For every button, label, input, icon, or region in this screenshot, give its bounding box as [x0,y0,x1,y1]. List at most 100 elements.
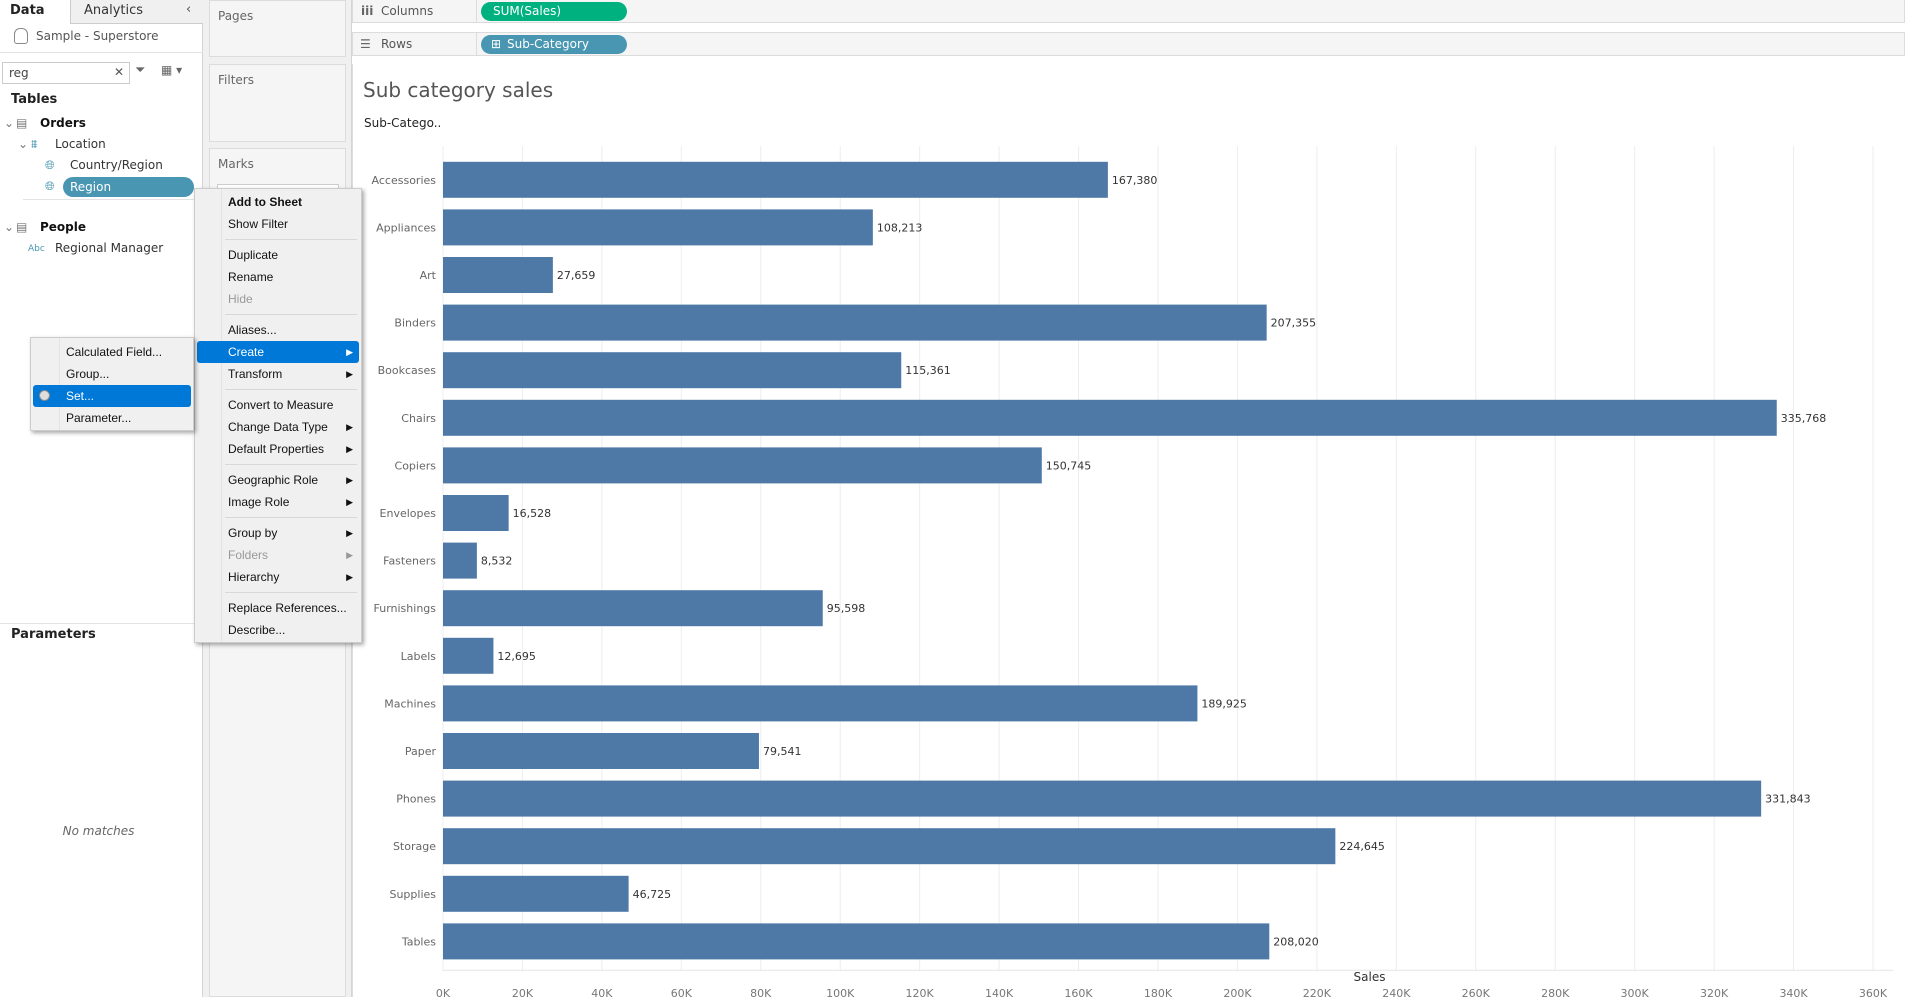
filters-card[interactable]: Filters [209,64,346,142]
columns-shelf[interactable]: iii Columns SUM(Sales) [352,0,1905,23]
x-tick-label: 300K [1621,987,1650,997]
bar[interactable] [443,495,509,531]
bar[interactable] [443,828,1336,865]
menu-item-add-to-sheet[interactable]: Add to Sheet [228,195,302,209]
expand-icon[interactable]: ⊞ [491,37,502,51]
data-label: 108,213 [877,221,923,234]
context-menu: Add to Sheet Show Filter Duplicate Rename Hi… [194,188,362,643]
x-tick-label: 260K [1462,987,1491,997]
chevron-down-icon[interactable]: ⌄ [4,220,15,234]
bar[interactable] [443,209,873,246]
submenu-item-parameter[interactable]: Parameter... [66,411,132,425]
menu-item-show-filter[interactable]: Show Filter [228,217,289,231]
menu-item-default-properties[interactable]: Default Properties ▶ [197,438,359,460]
rows-icon: ☰ [360,37,371,51]
bar[interactable] [443,161,1108,198]
data-label: 224,645 [1339,840,1385,853]
tree-location[interactable]: Location [55,137,106,151]
create-submenu: Calculated Field... Group... Set... Paramet… [30,337,194,431]
tab-data[interactable]: Data [0,0,70,24]
pages-label: Pages [218,9,254,23]
bar[interactable] [443,590,823,627]
collapse-pane-icon[interactable]: ‹ [186,2,192,17]
rows-shelf[interactable]: ☰ Rows ⊞ Sub-Category [352,32,1905,56]
tab-analytics[interactable]: Analytics [70,0,203,24]
x-tick-label: 180K [1144,987,1173,997]
filters-label: Filters [218,73,254,87]
bar[interactable] [443,542,477,579]
sum-sales-pill[interactable]: SUM(Sales) [481,2,627,21]
data-label: 208,020 [1273,935,1319,948]
bar[interactable] [443,685,1198,722]
bar[interactable] [443,399,1777,436]
tree-people[interactable]: People [40,220,87,234]
rows-label: ☰ Rows [353,33,477,55]
bar[interactable] [443,447,1042,484]
datasource-name[interactable]: Sample - Superstore [36,29,159,43]
chevron-down-icon[interactable]: ⌄ [18,137,29,151]
menu-item-geographic-role[interactable]: Geographic Role ▶ [197,469,359,491]
menu-item-image-role[interactable]: Image Role ▶ [197,491,359,513]
bar[interactable] [443,304,1267,341]
menu-item-aliases[interactable]: Aliases... [228,323,277,337]
x-tick-label: 160K [1064,987,1093,997]
data-label: 79,541 [763,745,802,758]
submenu-item-group[interactable]: Group... [66,367,110,381]
x-tick-label: 340K [1779,987,1808,997]
filter-icon[interactable]: ⏷ [135,63,146,78]
no-matches-text: No matches [62,824,135,838]
bar[interactable] [443,352,902,389]
menu-item-hierarchy[interactable]: Hierarchy ▶ [197,566,359,588]
view-options-icon[interactable]: ▦ ▾ [161,63,183,77]
search-value: reg [9,66,29,80]
data-label: 207,355 [1271,317,1317,330]
submenu-item-set[interactable]: Set... [33,385,191,407]
menu-item-change-data-type[interactable]: Change Data Type ▶ [197,416,359,438]
divider [0,52,203,53]
tree-region-selected[interactable]: Region [63,177,194,197]
clear-search-icon[interactable]: ✕ [113,65,124,79]
tree-regional-manager[interactable]: Regional Manager [55,241,164,255]
pages-card[interactable]: Pages [209,0,346,57]
category-label: Tables [401,935,436,948]
category-label: Chairs [401,412,436,425]
x-tick-label: 0K [436,987,451,997]
bar[interactable] [443,257,553,293]
data-label: 8,532 [481,555,513,568]
category-label: Supplies [389,888,436,901]
tree-orders[interactable]: Orders [40,116,86,130]
chevron-down-icon[interactable]: ⌄ [4,116,15,130]
category-label: Bookcases [378,364,437,377]
menu-item-transform[interactable]: Transform ▶ [197,363,359,385]
bar[interactable] [443,780,1762,817]
menu-item-create[interactable]: Create ▶ [197,341,359,363]
menu-item-describe[interactable]: Describe... [228,623,286,637]
data-label: 16,528 [513,507,552,520]
menu-separator [225,592,357,593]
search-input[interactable]: reg ✕ [2,62,130,84]
submenu-arrow-icon: ▶ [346,550,353,560]
menu-item-replace-references[interactable]: Replace References... [228,601,347,615]
bar[interactable] [443,875,629,912]
category-label: Storage [393,840,436,853]
category-label: Envelopes [380,507,437,520]
sub-category-pill[interactable]: ⊞ Sub-Category [481,35,627,54]
data-pane: Data Analytics ‹ Sample - Superstore reg… [0,0,203,997]
menu-item-rename[interactable]: Rename [228,270,274,284]
bar[interactable] [443,923,1270,960]
menu-item-duplicate[interactable]: Duplicate [228,248,279,262]
datasource-icon [14,28,28,44]
globe-icon: 🌐︎ [45,179,55,193]
menu-separator [225,517,357,518]
x-axis-title: Sales [1353,970,1386,984]
menu-item-group-by[interactable]: Group by ▶ [197,522,359,544]
submenu-item-calculated-field[interactable]: Calculated Field... [66,345,163,359]
bar[interactable] [443,637,494,674]
category-label: Binders [394,317,436,330]
bar[interactable] [443,733,759,769]
menu-item-hide: Hide [228,292,253,306]
menu-item-convert-to-measure[interactable]: Convert to Measure [228,398,334,412]
submenu-arrow-icon: ▶ [346,444,353,454]
tree-country-region[interactable]: Country/Region [70,158,163,172]
data-label: 115,361 [905,364,951,377]
